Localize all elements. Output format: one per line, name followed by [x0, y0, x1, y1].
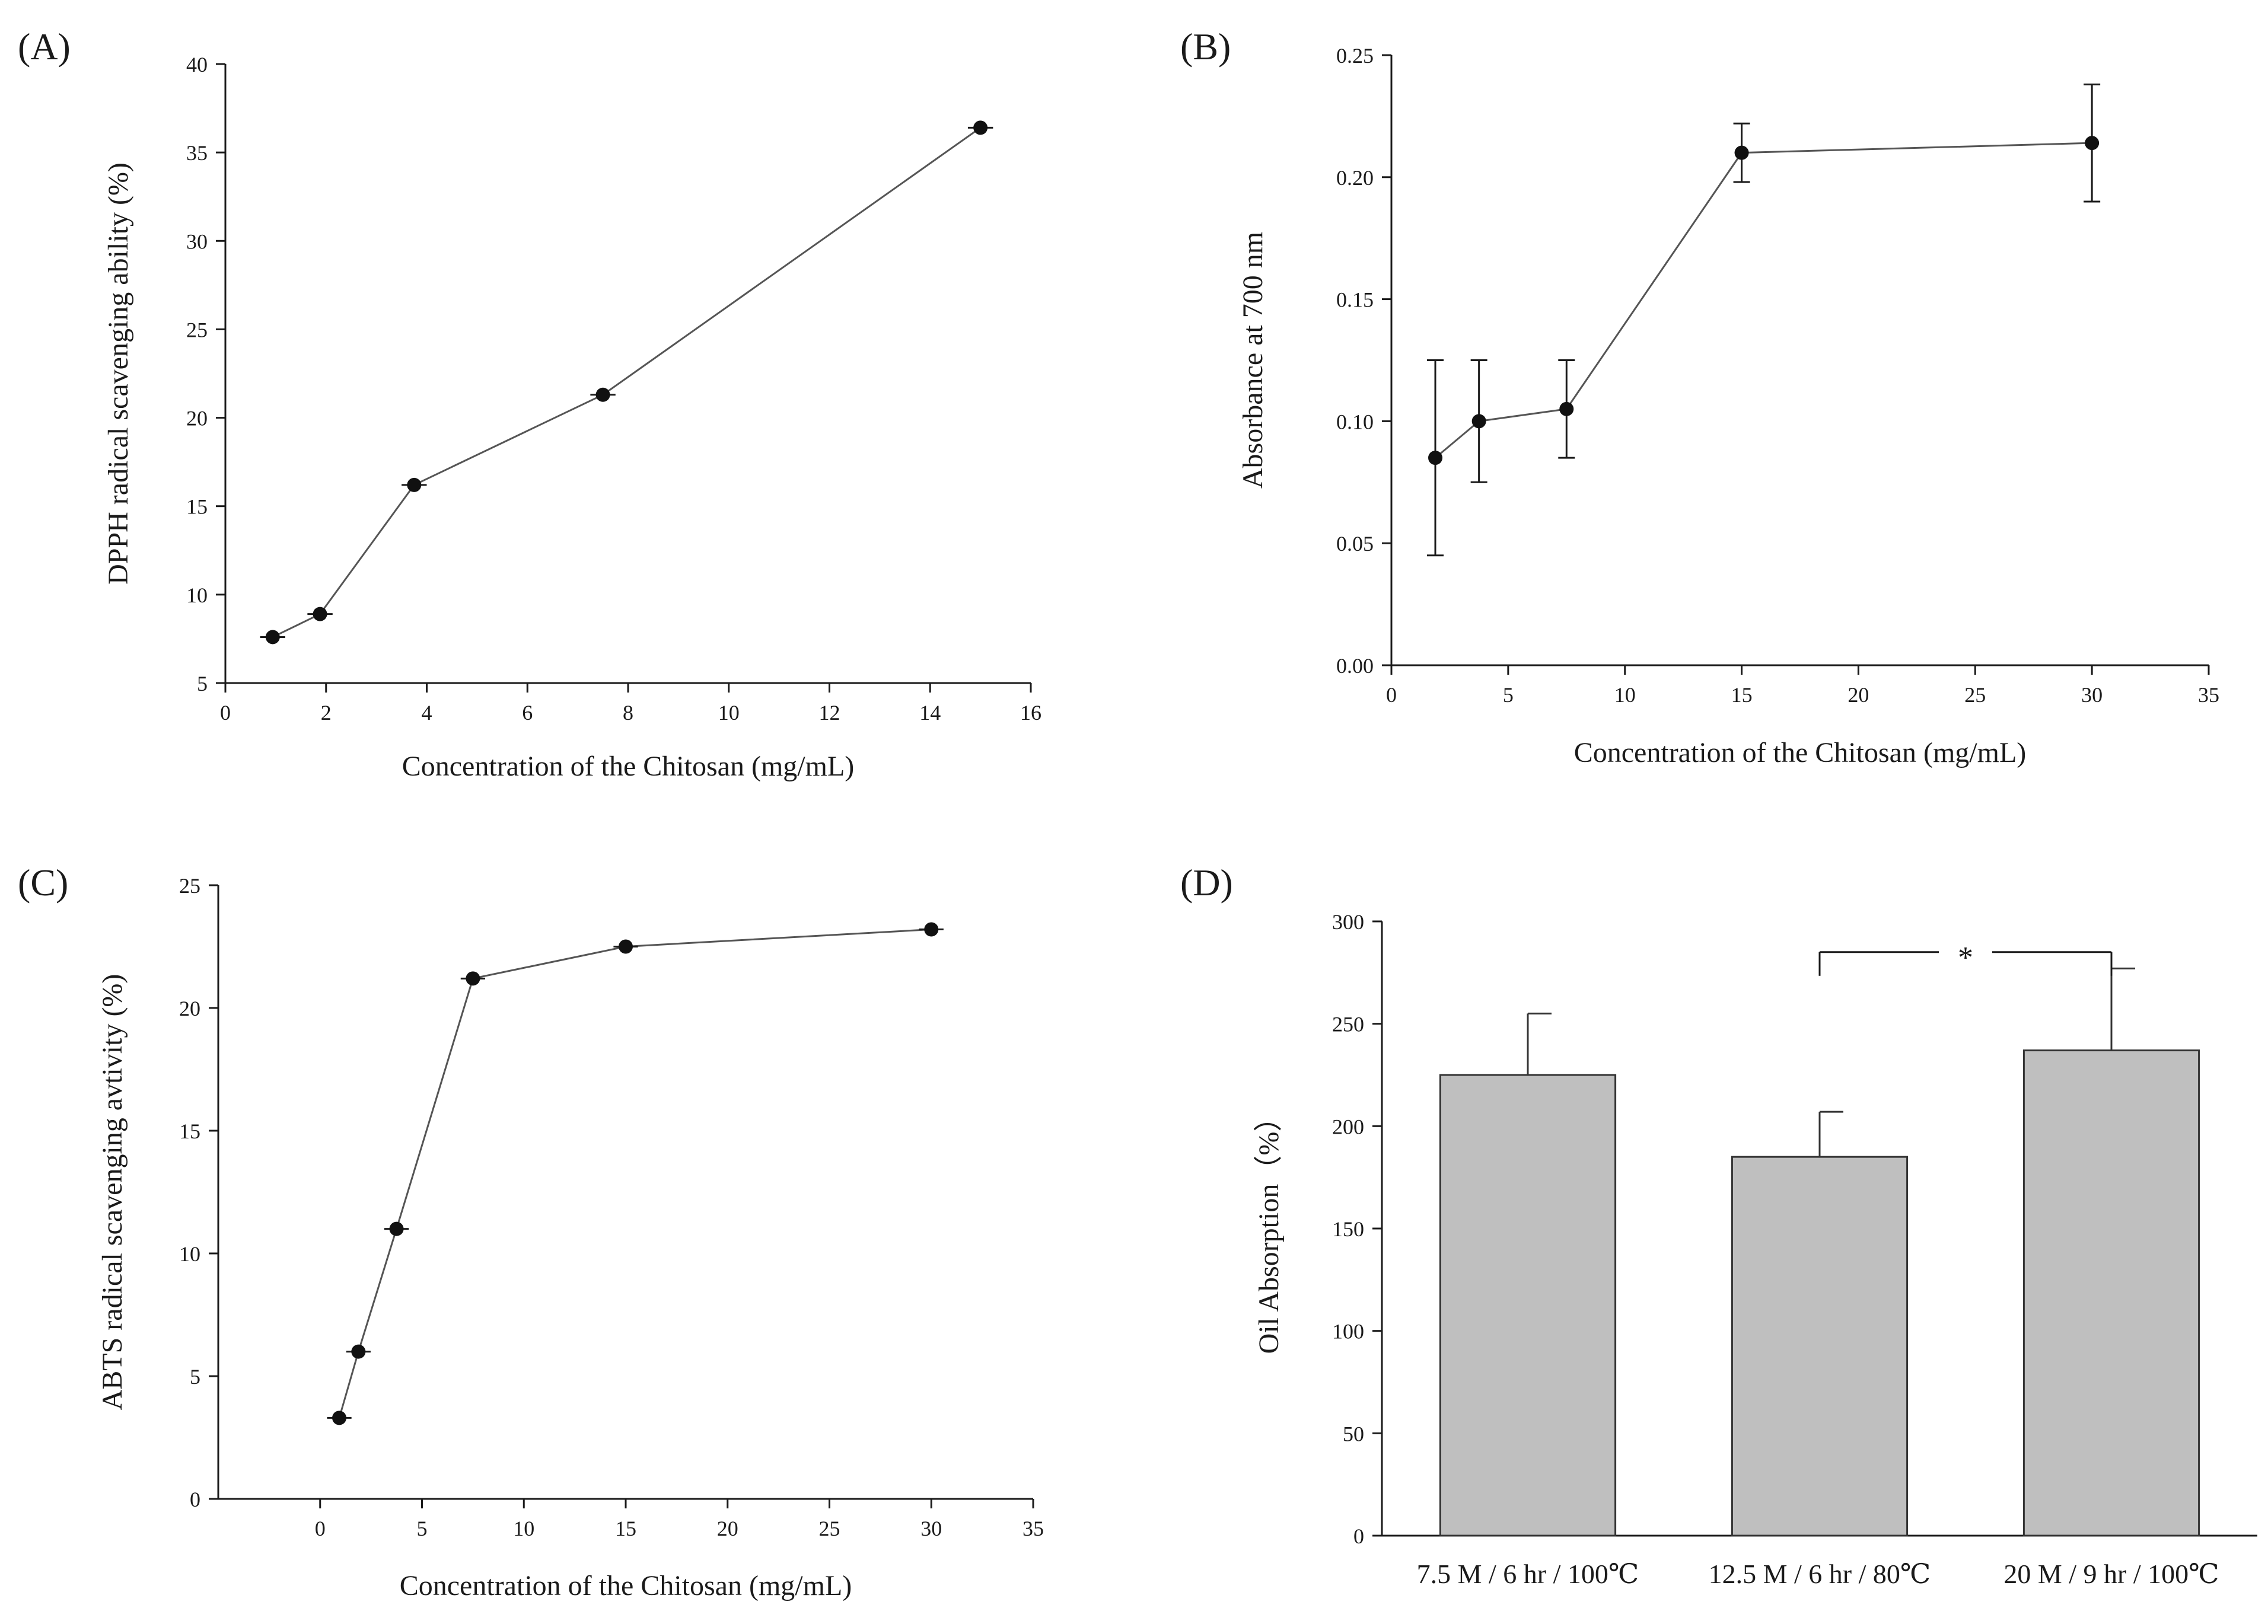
x-tick-label: 5 [417, 1517, 428, 1540]
panel-c: (C) 0 5 10 15 20 25 ABTS radical scavenging avt… [18, 862, 1044, 1601]
y-tick-label: 150 [1332, 1217, 1364, 1241]
category-label: 12.5 M / 6 hr / 80℃ [1709, 1559, 1931, 1589]
x-tick-label: 35 [1022, 1517, 1044, 1540]
y-tick-label: 30 [186, 229, 208, 253]
x-tick-label: 20 [717, 1517, 738, 1540]
x-tick-label: 8 [623, 701, 633, 725]
panel-label: (D) [1180, 862, 1233, 904]
x-tick-label: 6 [522, 701, 533, 725]
data-point [973, 120, 988, 135]
y-tick-label: 0.15 [1336, 288, 1374, 312]
significance-marker: * [1958, 941, 1973, 975]
data-point [595, 387, 610, 402]
panel-b: (B) 0.00 0.05 0.10 0.15 0.20 0.25 Absorbance at… [1180, 25, 2219, 768]
y-axis-title: DPPH radical scavenging ability (%) [103, 162, 134, 585]
y-axis-title: ABTS radical scavenging avtivity (%) [97, 974, 128, 1411]
y-tick-label: 10 [179, 1242, 200, 1266]
x-tick-label: 20 [1847, 683, 1869, 707]
y-tick-label: 20 [186, 407, 208, 430]
x-tick-label: 30 [920, 1517, 942, 1540]
x-tick-label: 2 [321, 701, 332, 725]
x-tick-label: 25 [1964, 683, 1986, 707]
data-point [1428, 451, 1443, 465]
x-tick-label: 30 [2081, 683, 2103, 707]
data-point [2085, 136, 2100, 151]
y-tick-label: 0.05 [1336, 532, 1374, 556]
y-tick-label: 0 [1353, 1524, 1364, 1548]
y-tick-label: 25 [186, 318, 208, 342]
y-tick-label: 0.10 [1336, 410, 1374, 433]
data-point [466, 971, 480, 986]
y-tick-label: 50 [1343, 1422, 1364, 1446]
series-line [338, 929, 932, 1418]
x-tick-label: 12 [819, 701, 840, 725]
panel-label: (B) [1180, 25, 1231, 68]
y-tick-label: 25 [179, 874, 200, 898]
x-axis-title: Concentration of the Chitosan (mg/mL) [400, 1570, 852, 1601]
y-tick-label: 15 [179, 1119, 200, 1143]
data-point [924, 922, 939, 937]
bar [1439, 1074, 1617, 1537]
x-tick-label: 10 [513, 1517, 534, 1540]
x-tick-label: 16 [1020, 701, 1041, 725]
y-tick-label: 0.20 [1336, 166, 1374, 190]
data-point [1471, 414, 1486, 429]
y-tick-label: 5 [197, 672, 208, 695]
data-point [265, 630, 280, 645]
x-tick-label: 5 [1503, 683, 1514, 707]
panel-label: (A) [18, 25, 71, 68]
x-tick-label: 0 [315, 1517, 326, 1540]
data-point [332, 1411, 347, 1425]
y-tick-label: 15 [186, 495, 208, 519]
x-tick-label: 0 [1386, 683, 1397, 707]
x-tick-label: 10 [1614, 683, 1636, 707]
x-tick-label: 35 [2198, 683, 2219, 707]
y-tick-label: 0 [190, 1488, 200, 1511]
y-tick-label: 250 [1332, 1013, 1364, 1036]
data-point [619, 939, 633, 954]
x-tick-label: 10 [718, 701, 740, 725]
x-tick-label: 14 [919, 701, 941, 725]
y-tick-label: 200 [1332, 1115, 1364, 1138]
category-label: 20 M / 9 hr / 100℃ [2003, 1559, 2219, 1589]
x-tick-label: 15 [615, 1517, 636, 1540]
x-tick-label: 15 [1731, 683, 1753, 707]
data-point [1559, 401, 1574, 416]
panel-label: (C) [18, 862, 68, 904]
data-point [351, 1344, 366, 1359]
data-point [1734, 145, 1749, 160]
x-tick-label: 4 [422, 701, 432, 725]
y-tick-label: 300 [1332, 910, 1364, 934]
bar [2022, 1049, 2200, 1537]
category-label: 7.5 M / 6 hr / 100℃ [1417, 1559, 1639, 1589]
y-tick-label: 5 [190, 1365, 200, 1389]
x-axis-title: Concentration of the Chitosan (mg/mL) [1574, 737, 2027, 768]
data-point [389, 1221, 404, 1236]
y-tick-label: 40 [186, 53, 208, 76]
y-tick-label: 0.00 [1336, 654, 1374, 678]
y-tick-label: 0.25 [1336, 44, 1374, 68]
y-axis-title: Absorbance at 700 nm [1237, 232, 1269, 489]
bar [1731, 1156, 1909, 1537]
y-tick-label: 100 [1332, 1320, 1364, 1344]
y-tick-label: 20 [179, 997, 200, 1020]
x-tick-label: 0 [220, 701, 231, 725]
panel-d: (D) 0 50 100 150 200 250 300 Oil Absorption（%） 7.… [1180, 862, 2257, 1589]
x-tick-label: 25 [819, 1517, 840, 1540]
y-tick-label: 10 [186, 583, 208, 607]
y-tick-label: 35 [186, 141, 208, 165]
y-axis-title: Oil Absorption（%） [1253, 1103, 1285, 1354]
x-axis-title: Concentration of the Chitosan (mg/mL) [402, 751, 855, 782]
data-point [407, 477, 422, 492]
data-point [313, 607, 327, 621]
